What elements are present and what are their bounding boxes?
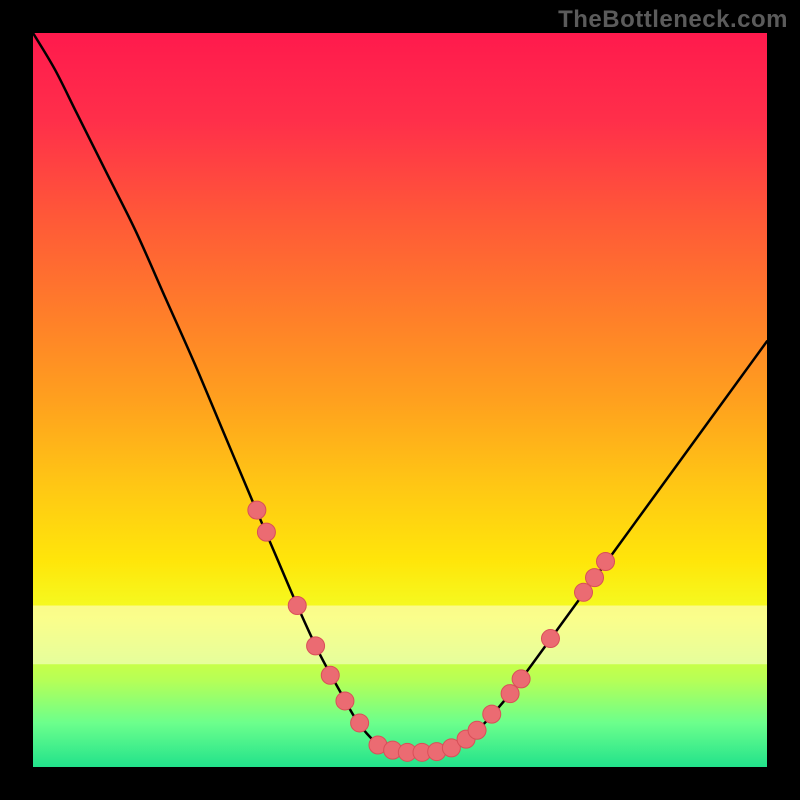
watermark-text: TheBottleneck.com bbox=[558, 6, 788, 34]
chart-stage: TheBottleneck.com bbox=[0, 0, 800, 800]
curve-marker bbox=[321, 666, 339, 684]
curve-marker bbox=[512, 670, 530, 688]
curve-marker bbox=[307, 637, 325, 655]
curve-marker bbox=[483, 705, 501, 723]
highlight-band bbox=[33, 606, 767, 665]
curve-marker bbox=[336, 692, 354, 710]
chart-svg bbox=[0, 0, 800, 800]
curve-marker bbox=[468, 721, 486, 739]
curve-marker bbox=[575, 583, 593, 601]
curve-marker bbox=[351, 714, 369, 732]
curve-marker bbox=[501, 685, 519, 703]
curve-marker bbox=[541, 630, 559, 648]
curve-marker bbox=[586, 569, 604, 587]
curve-marker bbox=[288, 597, 306, 615]
curve-marker bbox=[248, 501, 266, 519]
curve-marker bbox=[257, 523, 275, 541]
curve-marker bbox=[597, 552, 615, 570]
